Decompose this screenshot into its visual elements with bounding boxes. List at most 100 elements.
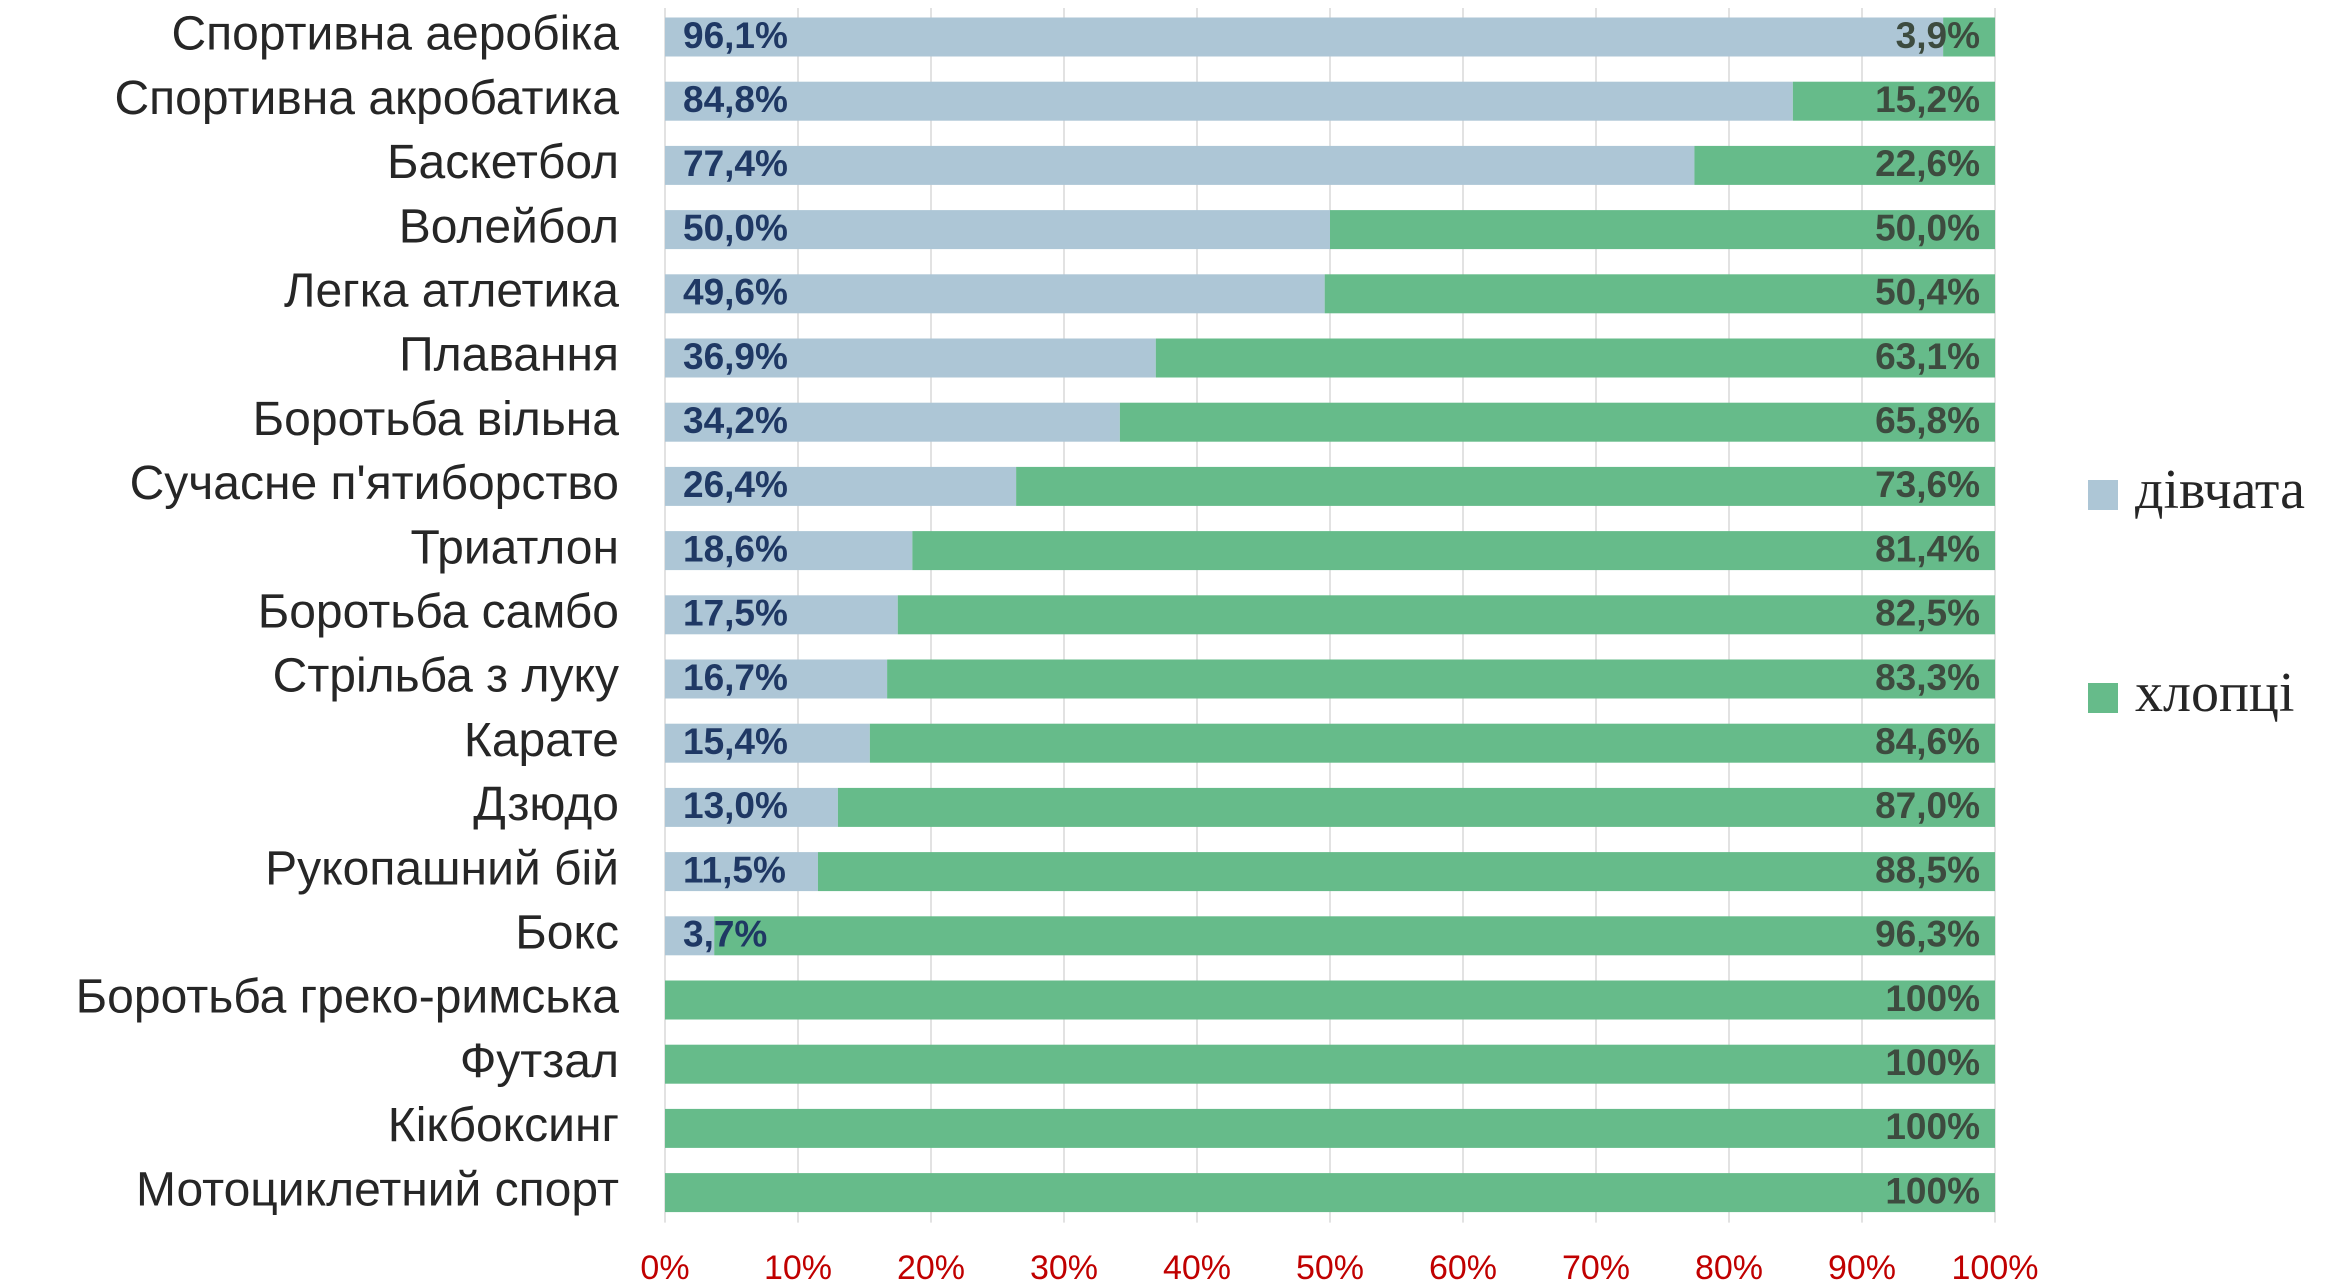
bar-segment xyxy=(1943,17,1995,57)
value-label: 100% xyxy=(1885,978,1980,1019)
bar-segment xyxy=(665,723,870,763)
bar-segment xyxy=(665,1108,1995,1148)
value-label: 96,1% xyxy=(683,15,788,56)
value-label: 13,0% xyxy=(683,785,788,826)
bar-segment xyxy=(665,787,838,827)
category-label: Спортивна акробатика xyxy=(115,72,620,125)
value-label: 73,6% xyxy=(1875,464,1980,505)
bar-segment xyxy=(665,210,1330,250)
x-tick-label: 70% xyxy=(1562,1249,1630,1285)
value-label: 34,2% xyxy=(683,400,788,441)
bar-segment xyxy=(665,17,1944,57)
value-label: 18,6% xyxy=(683,528,788,569)
bar-segment xyxy=(1792,81,1995,121)
value-label: 11,5% xyxy=(683,849,786,890)
bar-segment xyxy=(1155,338,1995,378)
bar-segment xyxy=(665,531,913,571)
bar-segment xyxy=(1694,145,1995,185)
bar-segment xyxy=(837,787,1995,827)
value-label: 36,9% xyxy=(683,336,788,377)
value-label: 81,4% xyxy=(1875,528,1980,569)
x-tick-label: 0% xyxy=(640,1249,689,1285)
category-label: Дзюдо xyxy=(473,778,619,831)
bar-segment xyxy=(665,980,1995,1020)
value-label: 50,4% xyxy=(1875,272,1980,313)
legend-swatch xyxy=(2088,480,2118,510)
value-label: 3,7% xyxy=(683,914,767,955)
value-label: 15,4% xyxy=(683,721,788,762)
value-label: 100% xyxy=(1885,1106,1980,1147)
value-label: 49,6% xyxy=(683,272,788,313)
bar-segment xyxy=(817,852,1996,892)
bar-segment xyxy=(869,723,1995,763)
value-label: 3,9% xyxy=(1896,15,1980,56)
value-label: 17,5% xyxy=(683,593,788,634)
x-tick-label: 30% xyxy=(1030,1249,1098,1285)
bar-segment xyxy=(1119,402,1995,442)
bar-segment xyxy=(887,659,1995,699)
category-label: Легка атлетика xyxy=(284,264,619,317)
category-label: Волейбол xyxy=(399,200,619,253)
x-tick-label: 40% xyxy=(1163,1249,1231,1285)
category-label: Боротьба самбо xyxy=(258,585,619,638)
value-label: 100% xyxy=(1885,1042,1980,1083)
value-label: 50,0% xyxy=(1875,207,1980,248)
value-label: 50,0% xyxy=(683,207,788,248)
bar-segment xyxy=(665,338,1156,378)
value-label: 84,6% xyxy=(1875,721,1980,762)
x-tick-label: 80% xyxy=(1695,1249,1763,1285)
bar-segment xyxy=(665,659,888,699)
bar-segment xyxy=(665,916,715,956)
bar-segment xyxy=(665,145,1695,185)
bar-segment xyxy=(665,274,1325,314)
x-tick-label: 20% xyxy=(897,1249,965,1285)
bar-segment xyxy=(665,1173,1995,1213)
value-label: 83,3% xyxy=(1875,657,1980,698)
legend-label: дівчата xyxy=(2135,459,2305,521)
x-tick-label: 90% xyxy=(1828,1249,1896,1285)
x-tick-label: 50% xyxy=(1296,1249,1364,1285)
category-label: Бокс xyxy=(515,906,619,959)
bar-segment xyxy=(665,1044,1995,1084)
bar-segment xyxy=(665,402,1120,442)
category-label: Футзал xyxy=(460,1035,619,1088)
bar-segment xyxy=(665,852,818,892)
bar-segment xyxy=(1016,466,1995,506)
legend-swatch xyxy=(2088,683,2118,713)
x-tick-label: 100% xyxy=(1952,1249,2039,1285)
bar-segment xyxy=(897,595,1995,635)
value-label: 100% xyxy=(1885,1170,1980,1211)
value-label: 77,4% xyxy=(683,143,788,184)
value-label: 96,3% xyxy=(1875,914,1980,955)
bar-segment xyxy=(912,531,1995,571)
bar-segment xyxy=(714,916,1996,956)
category-label: Баскетбол xyxy=(387,136,619,189)
value-label: 87,0% xyxy=(1875,785,1980,826)
category-label: Сучасне п'ятиборство xyxy=(130,457,619,510)
category-label: Триатлон xyxy=(411,521,619,574)
value-label: 15,2% xyxy=(1875,79,1980,120)
category-label: Стрільба з луку xyxy=(273,650,619,703)
value-label: 84,8% xyxy=(683,79,788,120)
legend-label: хлопці xyxy=(2135,662,2294,724)
value-label: 88,5% xyxy=(1875,849,1980,890)
category-label: Рукопашний бій xyxy=(265,842,619,895)
bar-segment xyxy=(1324,274,1995,314)
x-tick-label: 60% xyxy=(1429,1249,1497,1285)
value-label: 16,7% xyxy=(683,657,788,698)
value-label: 65,8% xyxy=(1875,400,1980,441)
value-label: 26,4% xyxy=(683,464,788,505)
category-label: Мотоциклетний спорт xyxy=(136,1163,619,1216)
category-label: Спортивна аеробіка xyxy=(171,8,619,61)
category-label: Боротьба греко-римська xyxy=(76,971,620,1024)
value-label: 22,6% xyxy=(1875,143,1980,184)
bar-segment xyxy=(1330,210,1995,250)
category-label: Боротьба вільна xyxy=(253,393,620,446)
bar-segment xyxy=(665,81,1793,121)
bar-segment xyxy=(665,595,898,635)
bar-segment xyxy=(665,466,1017,506)
value-label: 82,5% xyxy=(1875,593,1980,634)
category-label: Кікбоксинг xyxy=(388,1099,619,1152)
